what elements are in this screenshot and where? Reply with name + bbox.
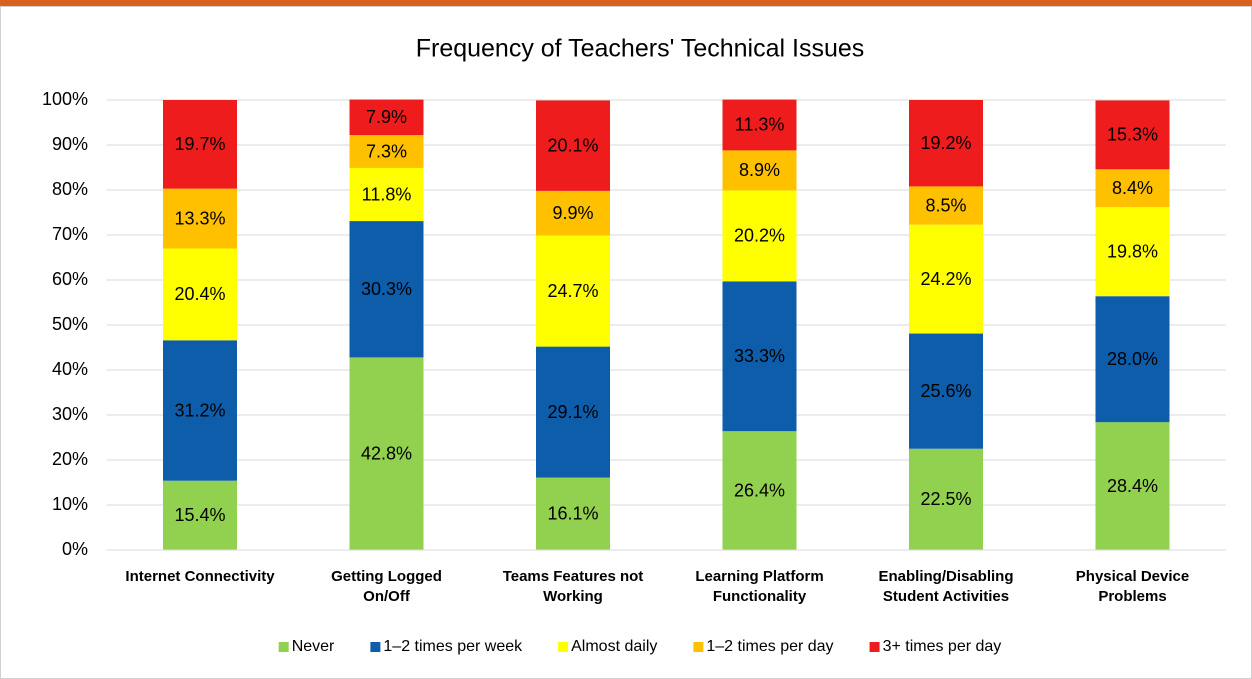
bar-segment [163,100,237,189]
data-label: 9.9% [552,203,593,223]
data-label: 19.7% [174,134,225,154]
data-label: 7.3% [366,141,407,161]
bar-segment [722,281,797,432]
x-tick-label: Internet Connectivity [125,568,275,585]
y-tick-label: 90% [52,134,88,154]
y-tick-label: 60% [52,269,88,289]
bar-segment [349,167,424,222]
data-label: 8.4% [1112,178,1153,198]
bar-segment [536,100,610,191]
bar-segment [909,224,983,334]
bar-segment [722,431,797,550]
legend-swatch [278,642,289,652]
bar-segment [349,135,424,168]
bar-segment [909,333,983,449]
data-label: 24.2% [920,269,971,289]
legend-label: 1–2 times per day [706,638,833,655]
y-tick-label: 30% [52,404,88,424]
chart-title: Frequency of Teachers' Technical Issues [416,35,865,63]
data-label: 26.4% [734,480,785,500]
bar-segment [163,188,237,249]
bar-segment [1095,169,1170,208]
data-label: 11.8% [362,184,412,204]
bar-segment [349,221,424,358]
data-label: 31.2% [174,400,225,420]
data-label: 29.1% [547,402,598,422]
y-tick-label: 100% [42,89,88,109]
legend-swatch [370,642,381,652]
y-tick-label: 50% [52,314,88,334]
bar-segment [536,190,610,236]
data-label: 16.1% [547,504,598,524]
data-label: 15.3% [1107,125,1158,145]
data-label: 30.3% [361,279,412,299]
legend-swatch [558,642,569,652]
bar-segment [909,186,983,225]
y-tick-label: 10% [52,494,88,514]
data-label: 28.0% [1107,349,1158,369]
y-tick-label: 80% [52,179,88,199]
legend-swatch [693,642,704,652]
data-label: 20.2% [734,226,785,246]
bar-segment [909,448,983,550]
bar-segment [722,190,797,282]
data-label: 24.7% [547,281,598,301]
bar-segment [349,357,424,550]
bar-segment [1095,422,1170,550]
bar-segment [536,235,610,347]
data-label: 15.4% [174,505,225,525]
x-tick-label: Enabling/Disabling Student Activities [878,568,1013,605]
legend-label: Never [292,638,335,655]
data-label: 13.3% [174,208,225,228]
data-label: 8.9% [739,160,780,180]
bar-segment [1095,207,1170,297]
data-label: 19.8% [1107,241,1158,261]
y-tick-label: 40% [52,359,88,379]
data-label: 19.2% [920,133,971,153]
x-tick-label: Physical Device Problems [1076,568,1189,605]
data-label: 7.9% [366,107,407,127]
data-label: 22.5% [920,489,971,509]
x-tick-label: Learning Platform Functionality [695,568,823,605]
legend-swatch [869,642,880,652]
x-tick-label: Teams Features not Working [503,568,644,605]
legend-label: 3+ times per day [883,638,1002,655]
y-tick-label: 0% [62,539,88,559]
data-label: 33.3% [734,346,785,366]
data-label: 20.4% [174,284,225,304]
bar-segment [536,477,610,550]
y-tick-label: 70% [52,224,88,244]
top-bar [0,0,1252,6]
data-label: 25.6% [920,381,971,401]
bar-segment [909,100,983,187]
bar-segment [163,248,237,341]
bar-segment [536,346,610,478]
x-tick-label: Getting Logged On/Off [331,568,442,605]
bar-segment [1095,296,1170,423]
data-label: 20.1% [547,135,598,155]
bar-segment [163,340,237,481]
data-label: 8.5% [925,195,966,215]
data-label: 11.3% [735,115,785,135]
data-label: 42.8% [361,443,412,463]
bar-segment [349,99,424,136]
bar-segment [722,99,797,151]
bar-segment [163,480,237,550]
y-tick-label: 20% [52,449,88,469]
data-label: 28.4% [1107,476,1158,496]
bar-segment [722,150,797,191]
legend-label: Almost daily [571,638,657,655]
bar-segment [1095,100,1170,170]
legend-label: 1–2 times per week [383,638,523,655]
